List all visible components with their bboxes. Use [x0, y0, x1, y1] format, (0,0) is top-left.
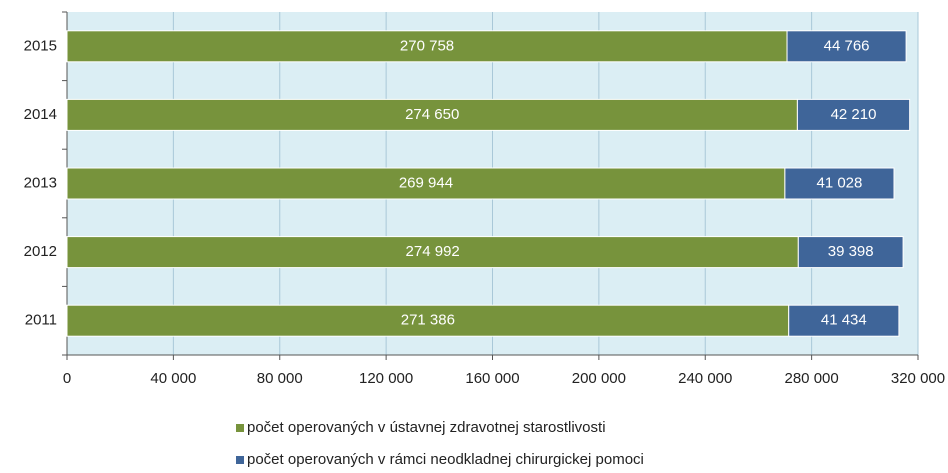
x-tick-label: 240 000 — [678, 370, 732, 387]
legend-label: počet operovaných v ústavnej zdravotnej … — [247, 419, 606, 436]
bar-segment — [784, 167, 895, 200]
data-label: 270 758 — [400, 37, 454, 54]
x-tick-label: 280 000 — [785, 370, 839, 387]
bar-segment — [66, 236, 799, 269]
x-tick-label: 0 — [63, 370, 71, 387]
y-tick-label: 2013 — [24, 174, 57, 191]
x-tick-label: 200 000 — [572, 370, 626, 387]
data-label: 41 434 — [821, 312, 867, 329]
data-label: 269 944 — [399, 174, 453, 191]
bar-segment — [796, 98, 911, 131]
x-tick-label: 80 000 — [257, 370, 303, 387]
bar-segment — [66, 98, 798, 131]
bar-segment — [66, 30, 788, 63]
legend-label: počet operovaných v rámci neodkladnej ch… — [247, 451, 644, 468]
data-label: 274 650 — [405, 106, 459, 123]
y-tick-label: 2012 — [24, 243, 57, 260]
legend-swatch — [236, 456, 244, 464]
bar-segment — [788, 304, 900, 337]
data-label: 271 386 — [401, 312, 455, 329]
y-tick-label: 2011 — [25, 312, 57, 329]
bar-segment — [66, 304, 790, 337]
x-tick-label: 160 000 — [465, 370, 519, 387]
bar-segment — [786, 30, 907, 63]
data-label: 39 398 — [828, 243, 874, 260]
y-tick-label: 2015 — [24, 37, 57, 54]
data-label: 41 028 — [816, 174, 862, 191]
x-tick-label: 40 000 — [150, 370, 196, 387]
y-tick-label: 2014 — [24, 106, 57, 123]
data-label: 44 766 — [824, 37, 870, 54]
bar-segment — [66, 167, 786, 200]
bar-segment — [797, 236, 904, 269]
data-label: 274 992 — [406, 243, 460, 260]
data-label: 42 210 — [831, 106, 877, 123]
x-tick-label: 320 000 — [891, 370, 945, 387]
legend-swatch — [236, 424, 244, 432]
x-tick-label: 120 000 — [359, 370, 413, 387]
